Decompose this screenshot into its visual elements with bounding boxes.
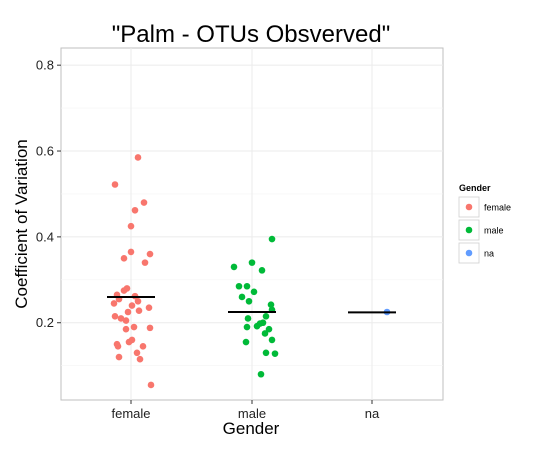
data-point-male (243, 282, 251, 290)
legend-key-female (465, 203, 473, 211)
data-point-male (267, 301, 275, 309)
data-point-male (258, 267, 266, 274)
data-point-female (130, 323, 138, 331)
legend-label-female: female (484, 203, 511, 213)
x-tick-label: na (365, 406, 380, 421)
data-point-male (257, 370, 265, 378)
data-point-male (250, 288, 258, 296)
data-point-male (242, 338, 250, 346)
data-point-male (268, 235, 276, 243)
data-point-female (146, 324, 154, 332)
y-tick-label: 0.4 (36, 229, 54, 244)
data-point-female (114, 343, 122, 350)
data-point-male (268, 336, 276, 344)
data-point-male (238, 293, 246, 301)
data-point-female (141, 259, 149, 266)
data-point-female (128, 302, 136, 309)
data-point-female (136, 355, 144, 363)
data-point-female (140, 199, 148, 206)
data-point-female (115, 353, 123, 361)
data-point-female (147, 381, 155, 389)
data-point-female (122, 317, 130, 324)
data-point-female (127, 248, 135, 256)
data-point-male (262, 349, 270, 357)
data-point-female (145, 304, 153, 312)
data-point-female (111, 312, 119, 320)
data-point-female (135, 307, 143, 315)
data-point-male (262, 312, 270, 320)
data-point-male (253, 322, 261, 330)
data-point-female (111, 181, 119, 188)
data-point-female (133, 349, 141, 357)
data-point-female (127, 222, 135, 230)
legend-title: Gender (459, 183, 491, 193)
y-tick-label: 0.8 (36, 58, 54, 73)
mean-lines (107, 295, 396, 314)
data-point-female (117, 315, 125, 322)
y-axis-title: Coefficient of Variation (12, 139, 31, 308)
data-point-male (243, 323, 251, 331)
data-point-female (139, 343, 147, 350)
data-point-female (120, 287, 128, 294)
data-point-female (110, 300, 118, 307)
data-point-male (235, 282, 243, 290)
x-axis-title: Gender (223, 419, 280, 438)
data-point-female (134, 154, 142, 161)
data-point-female (120, 255, 128, 262)
data-point-male (244, 315, 252, 322)
data-point-female (125, 338, 133, 346)
y-axis: 0.2 0.4 0.6 0.8 (36, 58, 61, 330)
data-points (110, 154, 391, 389)
data-point-male (245, 297, 253, 305)
x-axis: female male na (111, 400, 380, 421)
data-point-male (248, 259, 256, 266)
chart-title: "Palm - OTUs Obsverved" (112, 21, 390, 48)
data-point-female (124, 308, 132, 316)
y-tick-label: 0.2 (36, 315, 54, 330)
x-tick-label: female (111, 406, 150, 421)
legend-key-male (465, 226, 473, 234)
legend: Gender female male na (458, 183, 511, 264)
legend-label-na: na (484, 249, 494, 259)
data-point-female (122, 325, 130, 333)
data-point-female (134, 297, 142, 305)
data-point-female (131, 206, 139, 214)
data-point-male (271, 350, 279, 357)
y-tick-label: 0.6 (36, 144, 54, 159)
legend-key-na (465, 249, 473, 257)
data-point-male (230, 263, 238, 271)
data-point-male (265, 325, 273, 333)
legend-label-male: male (484, 226, 504, 236)
data-point-female (146, 250, 154, 258)
data-point-male (261, 330, 269, 337)
x-tick-label: male (238, 406, 266, 421)
